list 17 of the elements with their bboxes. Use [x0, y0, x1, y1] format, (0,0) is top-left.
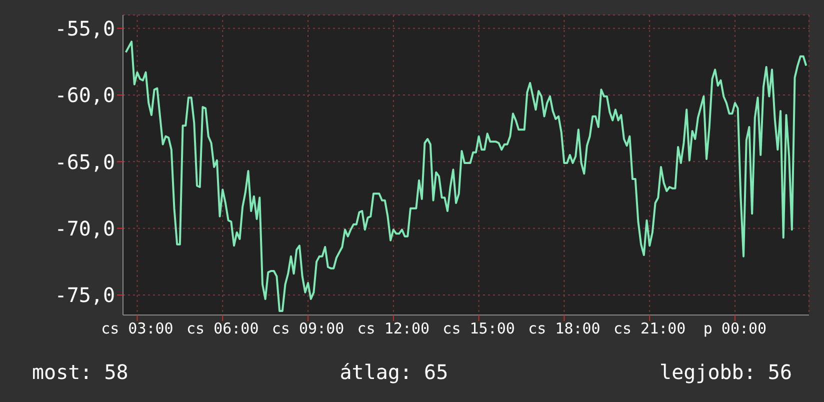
- y-tick-label: -65,0: [54, 150, 115, 174]
- x-tick-label: cs 06:00: [186, 320, 259, 338]
- x-tick-label: cs 21:00: [613, 320, 686, 338]
- x-tick-label: cs 03:00: [101, 320, 174, 338]
- line-series: [124, 40, 808, 312]
- y-tick-label: -75,0: [54, 283, 115, 308]
- x-tick-label: cs 12:00: [357, 320, 430, 338]
- text: átlag: 65: [340, 360, 448, 384]
- y-tick-label: -70,0: [54, 216, 115, 240]
- text: legjobb: 56: [660, 360, 792, 384]
- y-tick-label: -55,0: [54, 16, 115, 40]
- x-tick-label: cs 09:00: [272, 320, 344, 338]
- text: most: 58: [32, 360, 128, 384]
- x-tick-label: cs 15:00: [442, 320, 515, 338]
- x-tick-label: p 00:00: [703, 320, 767, 338]
- x-tick-label: cs 18:00: [528, 320, 600, 338]
- y-tick-label: -60,0: [54, 83, 115, 108]
